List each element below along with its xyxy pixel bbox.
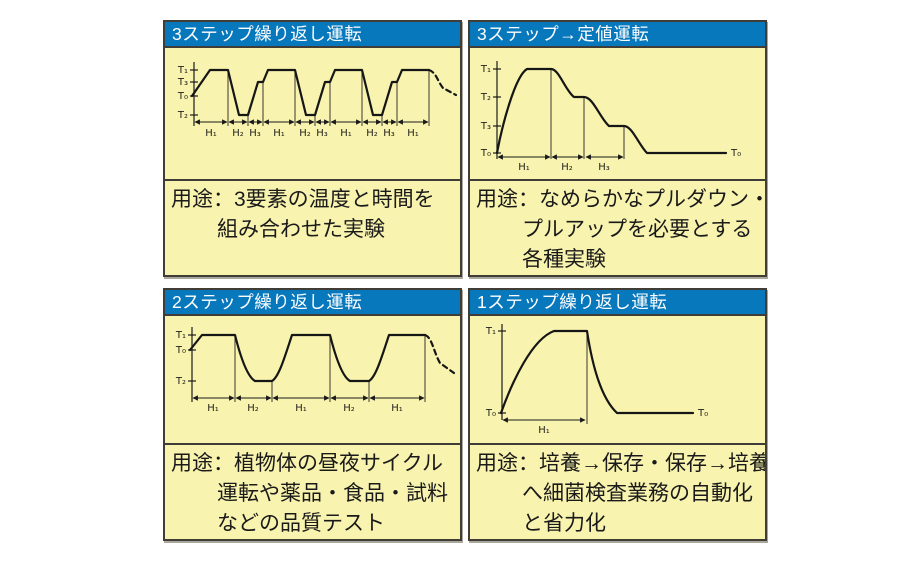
x-label: H₃ [383, 128, 395, 139]
y-label: T₂ [177, 110, 188, 121]
x-label: H₁ [538, 425, 550, 436]
y-label: T₃ [480, 121, 491, 132]
y-label: T₂ [175, 376, 186, 387]
segment-separators [227, 70, 430, 126]
panel-2step-repeat: 2ステップ繰り返し運転 T₁ T₀ T₂ [163, 288, 462, 541]
panel-1step-repeat: 1ステップ繰り返し運転 T₁ T₀ T₀ H₁ [468, 288, 767, 541]
panel-description-2step-repeat: 用途：植物体の昼夜サイクル 運転や薬品・食品・試料 などの品質テスト [165, 443, 460, 537]
y-label: T₀ [485, 408, 496, 419]
y-label: T₃ [177, 77, 188, 88]
description-text: 3要素の温度と時間を [234, 188, 435, 211]
description-text: 培養→保存・保存→培養 [539, 452, 765, 475]
description-prefix: 用途： [171, 188, 234, 211]
panel-title-1step-repeat: 1ステップ繰り返し運転 [470, 290, 765, 316]
panel-description-3step-repeat: 用途：3要素の温度と時間を 組み合わせた実験 [165, 179, 460, 275]
panel-3step-constant: 3ステップ→定値運転 T₁ T₂ T₃ T₀ [468, 20, 767, 277]
graph-3step-repeat: T₁ T₃ T₀ T₂ [165, 48, 460, 179]
temperature-curve [190, 68, 431, 117]
graph-3step-repeat-svg: T₁ T₃ T₀ T₂ [177, 62, 458, 139]
description-text: なめらかなプルダウン・ [539, 188, 765, 211]
panel-3step-repeat: 3ステップ繰り返し運転 T₁ T₃ T₀ T₂ [163, 20, 462, 277]
description-prefix: 用途： [476, 188, 539, 211]
description-text: 植物体の昼夜サイクル [234, 452, 443, 475]
x-label: H₂ [232, 128, 244, 139]
x-label: H₂ [366, 128, 378, 139]
description-line: 用途：植物体の昼夜サイクル [171, 449, 457, 479]
x-label: H₁ [518, 162, 530, 173]
graph-1step-repeat: T₁ T₀ T₀ H₁ [470, 316, 765, 443]
y-label: T₁ [485, 326, 496, 337]
y-label: T₁ [177, 65, 188, 76]
panel-title-3step-repeat: 3ステップ繰り返し運転 [165, 22, 460, 48]
graph-3step-constant-svg: T₁ T₂ T₃ T₀ T₀ H₁ H₂ H₃ [480, 61, 741, 173]
curve-continuation-dashed [423, 333, 456, 375]
description-line: 各種実験 [522, 248, 606, 271]
description-line: 用途：培養→保存・保存→培養 [476, 449, 765, 479]
x-label: H₂ [247, 403, 259, 414]
graph-3step-constant: T₁ T₂ T₃ T₀ T₀ H₁ H₂ H₃ [470, 48, 765, 179]
x-label: H₁ [391, 403, 403, 414]
y-label: T₂ [480, 92, 491, 103]
y-axis-labels: T₁ T₃ T₀ T₂ [177, 65, 188, 121]
description-line: 用途：3要素の温度と時間を [171, 185, 457, 215]
y-axis [188, 327, 196, 402]
description-line: と省力化 [522, 512, 606, 535]
segment-separators [550, 69, 625, 159]
curve-continuation-dashed [427, 68, 458, 97]
description-line: 用途：なめらかなプルダウン・ [476, 185, 765, 215]
x-label: H₁ [205, 128, 217, 139]
x-label: H₁ [340, 128, 352, 139]
description-line: 組み合わせた実験 [217, 218, 385, 241]
graph-2step-repeat-svg: T₁ T₀ T₂ H₁ H₂ [175, 327, 456, 414]
x-axis-labels: H₁ H₂ H₃ [518, 162, 610, 173]
description-line: へ細菌検査業務の自動化 [522, 482, 753, 505]
temperature-curve [495, 67, 728, 155]
x-label: H₁ [207, 403, 219, 414]
y-axis-labels: T₁ T₀ [485, 326, 496, 419]
panel-title-2step-repeat: 2ステップ繰り返し運転 [165, 290, 460, 316]
description-line: などの品質テスト [217, 512, 385, 535]
x-label: H₁ [273, 128, 285, 139]
y-label: T₀ [175, 345, 186, 356]
end-temperature-label: T₀ [697, 408, 708, 419]
panel-description-3step-constant: 用途：なめらかなプルダウン・ プルアップを必要とする 各種実験 [470, 179, 765, 275]
x-axis-labels: H₁ H₂ H₁ H₂ H₁ [207, 403, 403, 414]
x-label: H₃ [316, 128, 328, 139]
x-label: H₃ [249, 128, 261, 139]
y-axis-labels: T₁ T₀ T₂ [175, 330, 186, 387]
x-axis-labels: H₁ [538, 425, 550, 436]
x-label: H₂ [343, 403, 355, 414]
x-label: H₂ [299, 128, 311, 139]
x-label: H₁ [407, 128, 419, 139]
y-axis-labels: T₁ T₂ T₃ T₀ [480, 64, 491, 159]
panel-title-3step-constant: 3ステップ→定値運転 [470, 22, 765, 48]
x-label: H₂ [561, 162, 573, 173]
y-label: T₀ [177, 91, 188, 102]
description-line: 運転や薬品・食品・試料 [217, 482, 448, 505]
graph-2step-repeat: T₁ T₀ T₂ H₁ H₂ [165, 316, 460, 443]
end-temperature-label: T₀ [730, 148, 741, 159]
panel-description-1step-repeat: 用途：培養→保存・保存→培養 へ細菌検査業務の自動化 と省力化 [470, 443, 765, 537]
temperature-curve [188, 333, 427, 383]
description-prefix: 用途： [476, 452, 539, 475]
x-axis-labels: H₁ H₂ H₃ H₁ H₂ H₃ H₁ H₂ H₃ H₁ [205, 128, 419, 139]
y-label: T₁ [175, 330, 186, 341]
y-label: T₁ [480, 64, 491, 75]
description-prefix: 用途： [171, 452, 234, 475]
description-line: プルアップを必要とする [522, 218, 753, 241]
temperature-curve [499, 329, 695, 415]
graph-1step-repeat-svg: T₁ T₀ T₀ H₁ [485, 324, 708, 436]
x-label: H₁ [295, 403, 307, 414]
y-label: T₀ [480, 148, 491, 159]
x-label: H₃ [598, 162, 610, 173]
segment-separators [234, 335, 426, 402]
